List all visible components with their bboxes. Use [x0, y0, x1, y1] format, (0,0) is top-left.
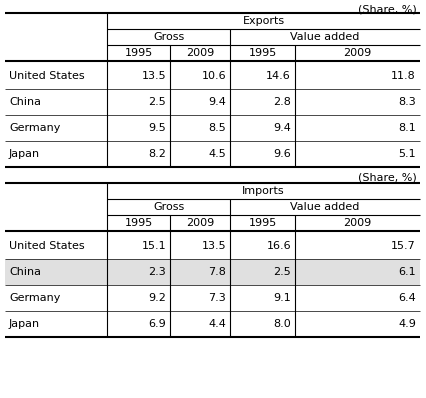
Text: 10.6: 10.6 — [201, 71, 226, 81]
Text: 4.5: 4.5 — [208, 149, 226, 159]
Text: 8.3: 8.3 — [398, 97, 416, 107]
Text: 7.3: 7.3 — [208, 293, 226, 303]
Text: Imports: Imports — [242, 186, 285, 196]
Text: 1995: 1995 — [248, 218, 276, 228]
Text: 2.5: 2.5 — [148, 97, 166, 107]
Text: Value added: Value added — [290, 32, 360, 42]
Text: 8.0: 8.0 — [273, 319, 291, 329]
Text: 15.1: 15.1 — [141, 241, 166, 251]
Text: China: China — [9, 267, 41, 277]
Text: 6.1: 6.1 — [398, 267, 416, 277]
Text: 4.4: 4.4 — [208, 319, 226, 329]
Text: 16.6: 16.6 — [266, 241, 291, 251]
Text: 1995: 1995 — [248, 48, 276, 58]
Text: 8.1: 8.1 — [398, 123, 416, 133]
Text: 5.1: 5.1 — [398, 149, 416, 159]
Text: 2009: 2009 — [343, 218, 371, 228]
Text: 1995: 1995 — [124, 48, 153, 58]
Text: 9.1: 9.1 — [273, 293, 291, 303]
Text: 2.8: 2.8 — [273, 97, 291, 107]
Text: 2.3: 2.3 — [148, 267, 166, 277]
Text: 13.5: 13.5 — [141, 71, 166, 81]
Text: Exports: Exports — [242, 16, 285, 26]
Text: 1995: 1995 — [124, 218, 153, 228]
Text: 14.6: 14.6 — [266, 71, 291, 81]
Text: 9.4: 9.4 — [273, 123, 291, 133]
Text: 9.6: 9.6 — [273, 149, 291, 159]
Text: 2009: 2009 — [186, 218, 214, 228]
Text: 6.4: 6.4 — [398, 293, 416, 303]
Text: 15.7: 15.7 — [391, 241, 416, 251]
Text: 8.2: 8.2 — [148, 149, 166, 159]
Text: Germany: Germany — [9, 123, 60, 133]
Text: China: China — [9, 97, 41, 107]
Text: United States: United States — [9, 71, 85, 81]
Text: Japan: Japan — [9, 319, 40, 329]
Text: 9.5: 9.5 — [148, 123, 166, 133]
Text: 2.5: 2.5 — [273, 267, 291, 277]
Text: 9.4: 9.4 — [208, 97, 226, 107]
Text: 6.9: 6.9 — [148, 319, 166, 329]
Text: 4.9: 4.9 — [398, 319, 416, 329]
Text: United States: United States — [9, 241, 85, 251]
Text: (Share, %): (Share, %) — [358, 5, 417, 15]
Text: 2009: 2009 — [343, 48, 371, 58]
Text: Value added: Value added — [290, 202, 360, 212]
Text: 2009: 2009 — [186, 48, 214, 58]
Text: 8.5: 8.5 — [208, 123, 226, 133]
Text: 9.2: 9.2 — [148, 293, 166, 303]
Text: Germany: Germany — [9, 293, 60, 303]
Text: Gross: Gross — [153, 32, 184, 42]
Text: 13.5: 13.5 — [201, 241, 226, 251]
Text: 11.8: 11.8 — [391, 71, 416, 81]
Text: Japan: Japan — [9, 149, 40, 159]
Bar — [5, 259, 420, 285]
Text: Gross: Gross — [153, 202, 184, 212]
Text: 7.8: 7.8 — [208, 267, 226, 277]
Text: (Share, %): (Share, %) — [358, 173, 417, 183]
